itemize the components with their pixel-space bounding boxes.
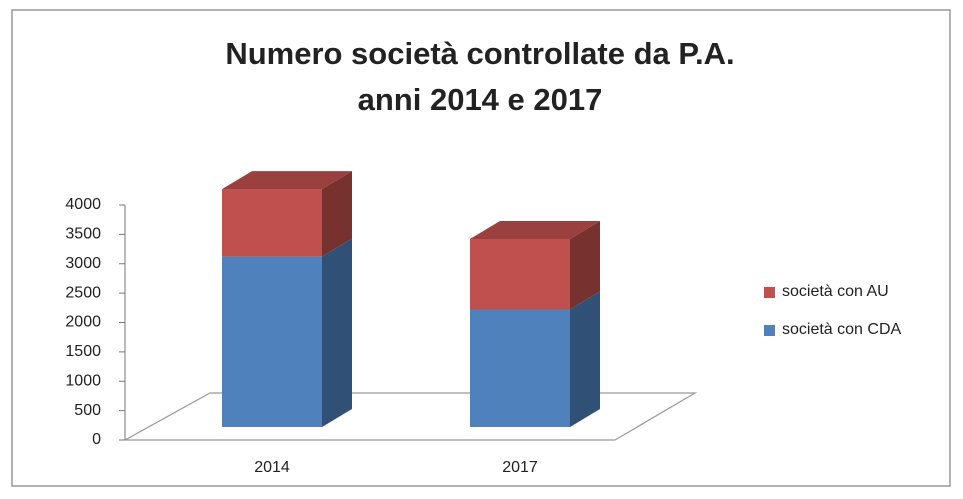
bar-side: [322, 171, 352, 257]
chart-title: Numero società controllate da P.A.: [225, 36, 734, 71]
y-tick-label: 1500: [65, 343, 101, 360]
y-tick-label: 500: [74, 402, 101, 419]
bar-side: [322, 238, 352, 427]
bar: [222, 256, 322, 427]
y-tick-label: 3500: [65, 226, 101, 243]
y-tick-label: 4000: [65, 196, 101, 213]
chart-title: anni 2014 e 2017: [358, 82, 603, 117]
y-tick-label: 3000: [65, 255, 101, 272]
legend-label: società con AU: [782, 283, 889, 300]
y-tick-label: 2000: [65, 314, 101, 331]
y-tick-label: 0: [92, 431, 101, 448]
bar: [222, 189, 322, 257]
bar: [470, 239, 570, 310]
y-tick-label: 2500: [65, 284, 101, 301]
y-tick-label: 1000: [65, 372, 101, 389]
floor: [124, 392, 698, 441]
bar-top: [222, 171, 352, 190]
x-tick-label: 2014: [254, 459, 290, 476]
bar-side: [570, 221, 600, 310]
bar-side: [570, 291, 600, 427]
legend-label: società con CDA: [782, 321, 901, 338]
legend-swatch: [764, 325, 775, 336]
x-tick-label: 2017: [502, 459, 538, 476]
bar-top: [470, 221, 600, 239]
bar: [470, 309, 570, 427]
legend-swatch: [764, 287, 775, 298]
